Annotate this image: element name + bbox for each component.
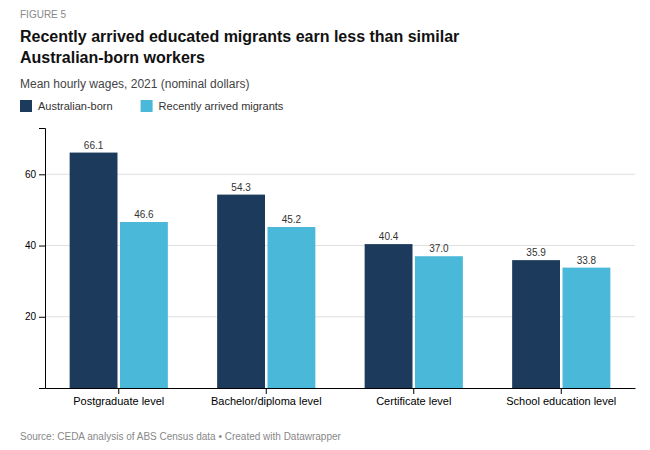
bar: [512, 260, 560, 388]
x-tick-label: School education level: [506, 395, 616, 407]
subtitle: Mean hourly wages, 2021 (nominal dollars…: [20, 77, 249, 91]
data-label: 35.9: [526, 247, 546, 258]
data-labels: 66.1 54.3 40.4 35.9 46.6 45.2 37.0 33.8: [84, 140, 597, 266]
figure-label: FIGURE 5: [20, 9, 67, 20]
y-tick-label: 20: [25, 311, 37, 322]
data-label: 45.2: [282, 214, 302, 225]
data-label: 66.1: [84, 140, 104, 151]
x-tick: Bachelor/diploma level: [211, 388, 322, 407]
chart-svg: FIGURE 5 Recently arrived educated migran…: [0, 0, 650, 450]
series: [120, 222, 610, 388]
legend-item: Recently arrived migrants: [141, 100, 284, 112]
y-tick: 60: [25, 169, 45, 180]
plot: 66.1 54.3 40.4 35.9 46.6 45.2 37.0 33.8 20 40 60 Po…: [25, 129, 636, 407]
y-axis: 20 40 60: [25, 129, 46, 389]
title: Australian-born workers: [20, 49, 205, 66]
data-label: 33.8: [577, 255, 597, 266]
bars: [70, 153, 611, 388]
x-tick-mark: [413, 388, 414, 394]
data-label: 54.3: [231, 182, 251, 193]
grid-line: [45, 174, 635, 175]
legend-label: Recently arrived migrants: [159, 100, 284, 112]
x-tick-mark: [118, 388, 119, 394]
y-tick-mark: [39, 246, 45, 247]
legend-item: Australian-born: [20, 100, 113, 112]
bar: [365, 244, 413, 388]
y-tick-label: 40: [25, 240, 37, 251]
legend: Australian-born Recently arrived migrants: [20, 100, 284, 112]
y-tick-label: 60: [25, 169, 37, 180]
bar: [70, 153, 118, 388]
bar: [120, 222, 168, 388]
x-tick-mark: [561, 388, 562, 394]
data-label: 46.6: [134, 209, 154, 220]
data-label: 37.0: [429, 243, 449, 254]
x-tick-label: Postgraduate level: [73, 395, 164, 407]
y-tick-mark: [39, 317, 45, 318]
x-tick-label: Certificate level: [376, 395, 451, 407]
x-tick: Certificate level: [376, 388, 451, 407]
title: Recently arrived educated migrants earn …: [20, 28, 459, 45]
x-tick-label: Bachelor/diploma level: [211, 395, 322, 407]
y-tick: 40: [25, 240, 45, 251]
y-tick-mark: [39, 174, 45, 175]
data-label: 40.4: [379, 231, 399, 242]
y-axis-line: [39, 129, 46, 389]
x-tick-mark: [266, 388, 267, 394]
legend-swatch: [141, 100, 153, 112]
bar: [563, 268, 611, 388]
bar: [217, 195, 265, 388]
x-axis-line: [46, 388, 636, 389]
source-note: Source: CEDA analysis of ABS Census data…: [20, 431, 342, 442]
series: [70, 153, 560, 388]
bar: [415, 256, 463, 388]
x-axis: Postgraduate level Bachelor/diploma level…: [46, 388, 636, 407]
chart-container: FIGURE 5 Recently arrived educated migran…: [0, 0, 650, 450]
y-tick: 20: [25, 311, 45, 322]
x-tick: School education level: [506, 388, 616, 407]
bar: [268, 227, 316, 388]
x-tick: Postgraduate level: [73, 388, 164, 407]
legend-swatch: [20, 100, 32, 112]
legend-label: Australian-born: [38, 100, 113, 112]
